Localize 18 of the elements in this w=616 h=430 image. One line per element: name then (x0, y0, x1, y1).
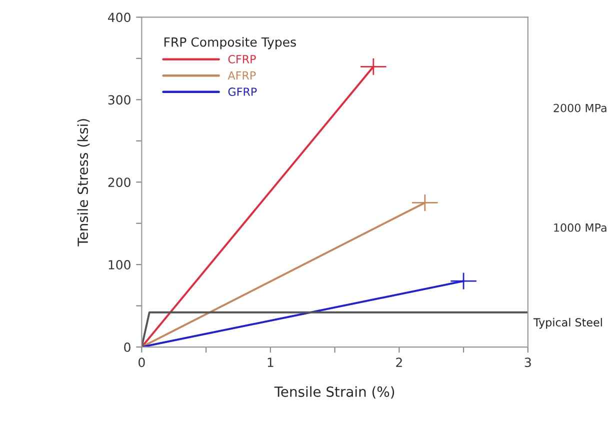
text: CFRP (228, 54, 256, 64)
annotation: Typical Steel (533, 318, 602, 329)
text: GFRP (228, 88, 257, 96)
y-tick-label: 400 (108, 12, 130, 22)
x-tick-label: 1 (268, 358, 274, 367)
x-tick-label: 3 (524, 358, 531, 368)
y-axis-title: Tensile Stress (ksi) (77, 119, 90, 246)
x-tick-label: 2 (396, 358, 402, 367)
y-tick-label: 100 (108, 260, 130, 270)
y2-tick-label: 1000 MPa (554, 223, 606, 232)
y2-tick-label: 2000 MPa (554, 104, 606, 112)
x-tick-label: 0 (138, 358, 145, 368)
y-tick-label: 300 (108, 95, 130, 105)
text: AFRP (228, 71, 256, 80)
legend-title: FRP Composite Types (164, 37, 296, 50)
y-tick-label: 200 (108, 178, 130, 188)
x-axis-title: Tensile Strain (%) (274, 386, 394, 399)
y-tick-label: 0 (124, 342, 130, 352)
